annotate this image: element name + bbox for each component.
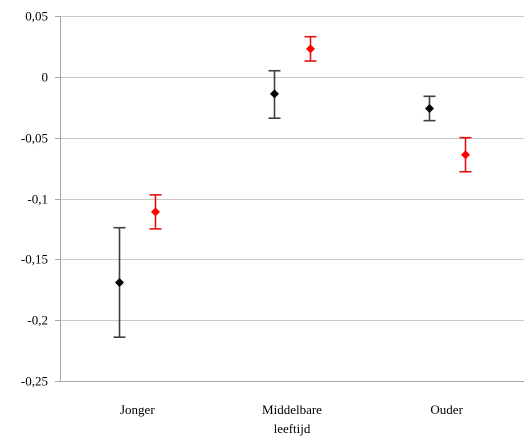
data-point (270, 89, 279, 99)
y-tick-label: 0,05 (25, 9, 48, 24)
data-point (115, 277, 124, 287)
y-tick-label: -0,15 (21, 252, 48, 267)
gridlines (60, 16, 524, 321)
x-category-label: leeftijd (274, 421, 311, 436)
y-tick-label: -0,1 (27, 192, 48, 207)
x-category-label: Middelbare (262, 402, 322, 417)
error-bars (113, 35, 472, 339)
x-axis-categories: Jonger Middelbare leeftijd Ouder (120, 402, 464, 436)
x-category-label: Ouder (430, 402, 463, 417)
data-point (151, 207, 160, 217)
data-point (425, 103, 434, 113)
data-point (461, 150, 470, 160)
x-category-label: Jonger (120, 402, 155, 417)
data-point (306, 44, 315, 54)
data-points (115, 44, 470, 287)
y-tick-label: -0,25 (21, 374, 48, 389)
y-tick-label: -0,05 (21, 131, 48, 146)
y-tick-label: 0 (42, 70, 49, 85)
axes (60, 16, 524, 382)
y-axis-ticks: 0,05 0 -0,05 -0,1 -0,15 -0,2 -0,25 (21, 9, 60, 389)
y-tick-label: -0,2 (27, 313, 48, 328)
